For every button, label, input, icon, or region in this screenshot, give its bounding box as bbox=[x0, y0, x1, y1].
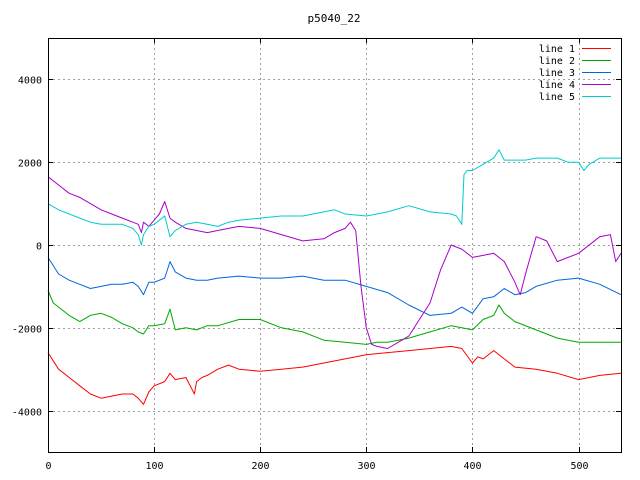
legend-label: line 5 bbox=[539, 92, 575, 103]
x-tick-label: 500 bbox=[570, 461, 588, 472]
legend-label: line 2 bbox=[539, 56, 575, 67]
series-line-3 bbox=[47, 257, 622, 316]
series-line-2 bbox=[47, 290, 621, 345]
legend-label: line 1 bbox=[539, 44, 575, 55]
x-tick-label: 100 bbox=[145, 461, 163, 472]
y-tick-label: 2000 bbox=[18, 159, 42, 170]
series-line-1 bbox=[47, 345, 622, 405]
y-tick-label: 0 bbox=[36, 242, 42, 253]
x-tick-label: 400 bbox=[463, 461, 481, 472]
y-tick-label: -2000 bbox=[12, 325, 42, 336]
series-layer bbox=[47, 149, 622, 405]
x-tick-label: 0 bbox=[45, 461, 51, 472]
chart-title: p5040_22 bbox=[308, 12, 361, 25]
axis-ticks: 0 100 200 300 400 500 -4000 -2000 0 2000 4000 bbox=[12, 38, 621, 472]
y-tick-label: 4000 bbox=[18, 76, 42, 87]
legend-label: line 3 bbox=[539, 68, 575, 79]
grid bbox=[48, 38, 621, 452]
y-tick-label: -4000 bbox=[12, 408, 42, 419]
legend-label: line 4 bbox=[539, 80, 575, 91]
x-tick-label: 300 bbox=[357, 461, 375, 472]
series-line-4 bbox=[47, 176, 622, 349]
x-tick-label: 200 bbox=[251, 461, 269, 472]
series-line-5 bbox=[47, 149, 621, 246]
